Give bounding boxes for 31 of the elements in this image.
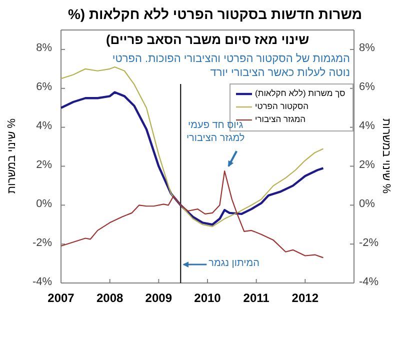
x-tick-label: 2012: [290, 291, 320, 305]
y-tick-label: 0%: [35, 198, 52, 210]
legend-label: סך משרות (ללא חקלאות): [255, 88, 346, 98]
y-tick-label: -4%: [31, 276, 52, 288]
y-tick-label: -2%: [31, 237, 52, 250]
y2-tick-label: 0%: [359, 198, 375, 210]
x-tick-label: 2010: [193, 291, 222, 305]
y2-axis-title: % שינוי במשרות: [380, 117, 392, 196]
y2-tick-label: -2%: [359, 237, 379, 250]
chart-subtitle: שינוי מאז סיום משבר הסאב פריים): [104, 32, 310, 47]
line-series: [60, 170, 324, 258]
y-tick-label: 8%: [35, 42, 52, 54]
annotation: המיתון נגמר: [208, 258, 260, 268]
y-tick-label: 2%: [36, 159, 52, 172]
y-axis-title: % שינוי במשרות: [6, 117, 18, 196]
legend-label: הסקטור הפרטי: [255, 101, 309, 111]
x-tick-label: 2008: [95, 291, 124, 305]
x-tick-label: 2011: [242, 291, 270, 305]
x-tick-label: 2009: [144, 291, 173, 305]
y2-tick-label: 4%: [359, 120, 375, 132]
annotation: המגמות של הסקטור הפרטי והציבורי הפוכות. הפרטי נוטה לעלות כאשר הציבורי יורד: [111, 52, 350, 80]
y-tick-label: 4%: [36, 120, 52, 132]
y2-tick-label: 6%: [359, 81, 375, 94]
y2-tick-label: 8%: [359, 42, 375, 54]
y-tick-label: 6%: [35, 81, 52, 94]
chart-title: משרות חדשות בסקטור הפרטי ללא חקלאות (%: [66, 6, 364, 22]
legend-label: המגזר הציבורי: [255, 114, 306, 124]
y2-tick-label: 2%: [359, 159, 375, 172]
x-tick-label: 2007: [46, 291, 76, 305]
y2-tick-label: -4%: [359, 276, 379, 288]
annotation: גיוס חד פעמי למגזר הציבורי: [185, 119, 246, 146]
